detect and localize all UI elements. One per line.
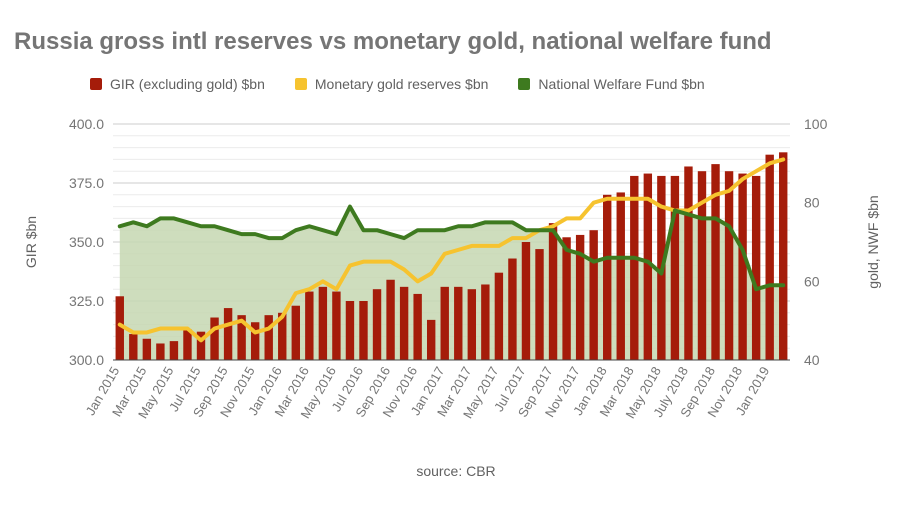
legend-label-gir: GIR (excluding gold) $bn <box>110 76 265 92</box>
gir-bar <box>142 338 152 360</box>
gir-bar <box>616 192 625 360</box>
gir-bar <box>237 315 246 360</box>
gir-bar <box>508 258 517 360</box>
gir-bar <box>278 312 287 360</box>
legend-swatch-nwf <box>518 78 531 90</box>
legend-item-gir: GIR (excluding gold) $bn <box>90 76 265 92</box>
legend-swatch-gir <box>90 78 102 90</box>
gir-bar <box>779 152 788 360</box>
gir-bar <box>156 343 165 360</box>
gir-bar <box>738 173 747 360</box>
gir-bar <box>711 164 720 360</box>
legend-item-nwf: National Welfare Fund $bn <box>518 76 705 92</box>
nwf-line <box>117 204 786 292</box>
gir-bar <box>765 154 774 360</box>
legend-label-nwf: National Welfare Fund $bn <box>538 76 705 92</box>
y-left-axis-title: GIR $bn <box>23 216 39 268</box>
legend: GIR (excluding gold) $bn Monetary gold r… <box>90 76 735 92</box>
gir-bar <box>169 341 179 360</box>
gir-bar <box>630 175 639 360</box>
gir-bar <box>359 301 368 360</box>
gir-bar <box>548 223 558 360</box>
gir-bar <box>372 289 382 360</box>
y-right-axis-title: gold, NWF $bn <box>865 195 881 288</box>
gir-bar <box>115 296 124 360</box>
gir-bar <box>291 305 300 360</box>
y-left-tick-label: 400.0 <box>69 116 104 132</box>
chart-title: Russia gross intl reserves vs monetary g… <box>14 28 772 55</box>
y-left-tick-label: 300.0 <box>69 352 104 368</box>
y-right-tick-label: 100 <box>804 116 828 132</box>
gir-bar <box>494 272 504 360</box>
gir-bar <box>670 175 680 360</box>
gir-bar <box>386 279 395 360</box>
legend-swatch-gold <box>294 78 307 90</box>
y-right-tick-label: 40 <box>804 352 820 368</box>
gir-bar <box>426 319 436 360</box>
gir-bar <box>440 286 449 360</box>
y-left-tick-label: 375.0 <box>69 175 104 191</box>
gir-bar <box>305 291 314 360</box>
gir-bar <box>196 331 206 360</box>
y-left-tick-label: 325.0 <box>69 293 104 309</box>
gir-bar <box>603 194 612 360</box>
gir-bar <box>332 291 341 360</box>
gir-bar <box>562 237 571 360</box>
gir-bar <box>521 242 531 360</box>
y-left-tick-label: 350.0 <box>69 234 104 250</box>
gir-bar <box>210 317 219 360</box>
gir-bar <box>684 166 693 360</box>
gir-bar <box>413 293 422 360</box>
gir-bar <box>575 234 585 360</box>
gir-bar <box>318 286 328 360</box>
gir-bar <box>454 286 463 360</box>
gir-bar <box>535 249 544 360</box>
y-right-tick-label: 60 <box>804 273 820 289</box>
gir-bar <box>589 230 598 360</box>
gir-bar <box>129 334 138 360</box>
legend-label-gold: Monetary gold reserves $bn <box>314 76 489 92</box>
gir-bar <box>399 286 409 360</box>
gir-bar <box>345 301 355 360</box>
legend-item-gold: Monetary gold reserves $bn <box>294 76 489 92</box>
gir-bar <box>250 322 260 360</box>
gir-bar <box>183 329 192 360</box>
gir-bar <box>481 284 490 360</box>
gold-line <box>117 157 786 343</box>
gir-bar <box>697 171 707 360</box>
y-right-tick-label: 80 <box>804 195 820 211</box>
gir-bar <box>467 289 477 360</box>
gir-bar <box>724 171 734 360</box>
source-note: source: CBR <box>416 463 495 479</box>
gir-bar <box>223 308 233 360</box>
gir-bar <box>751 175 761 360</box>
gir-bar <box>264 315 273 360</box>
gir-bar <box>643 173 653 360</box>
